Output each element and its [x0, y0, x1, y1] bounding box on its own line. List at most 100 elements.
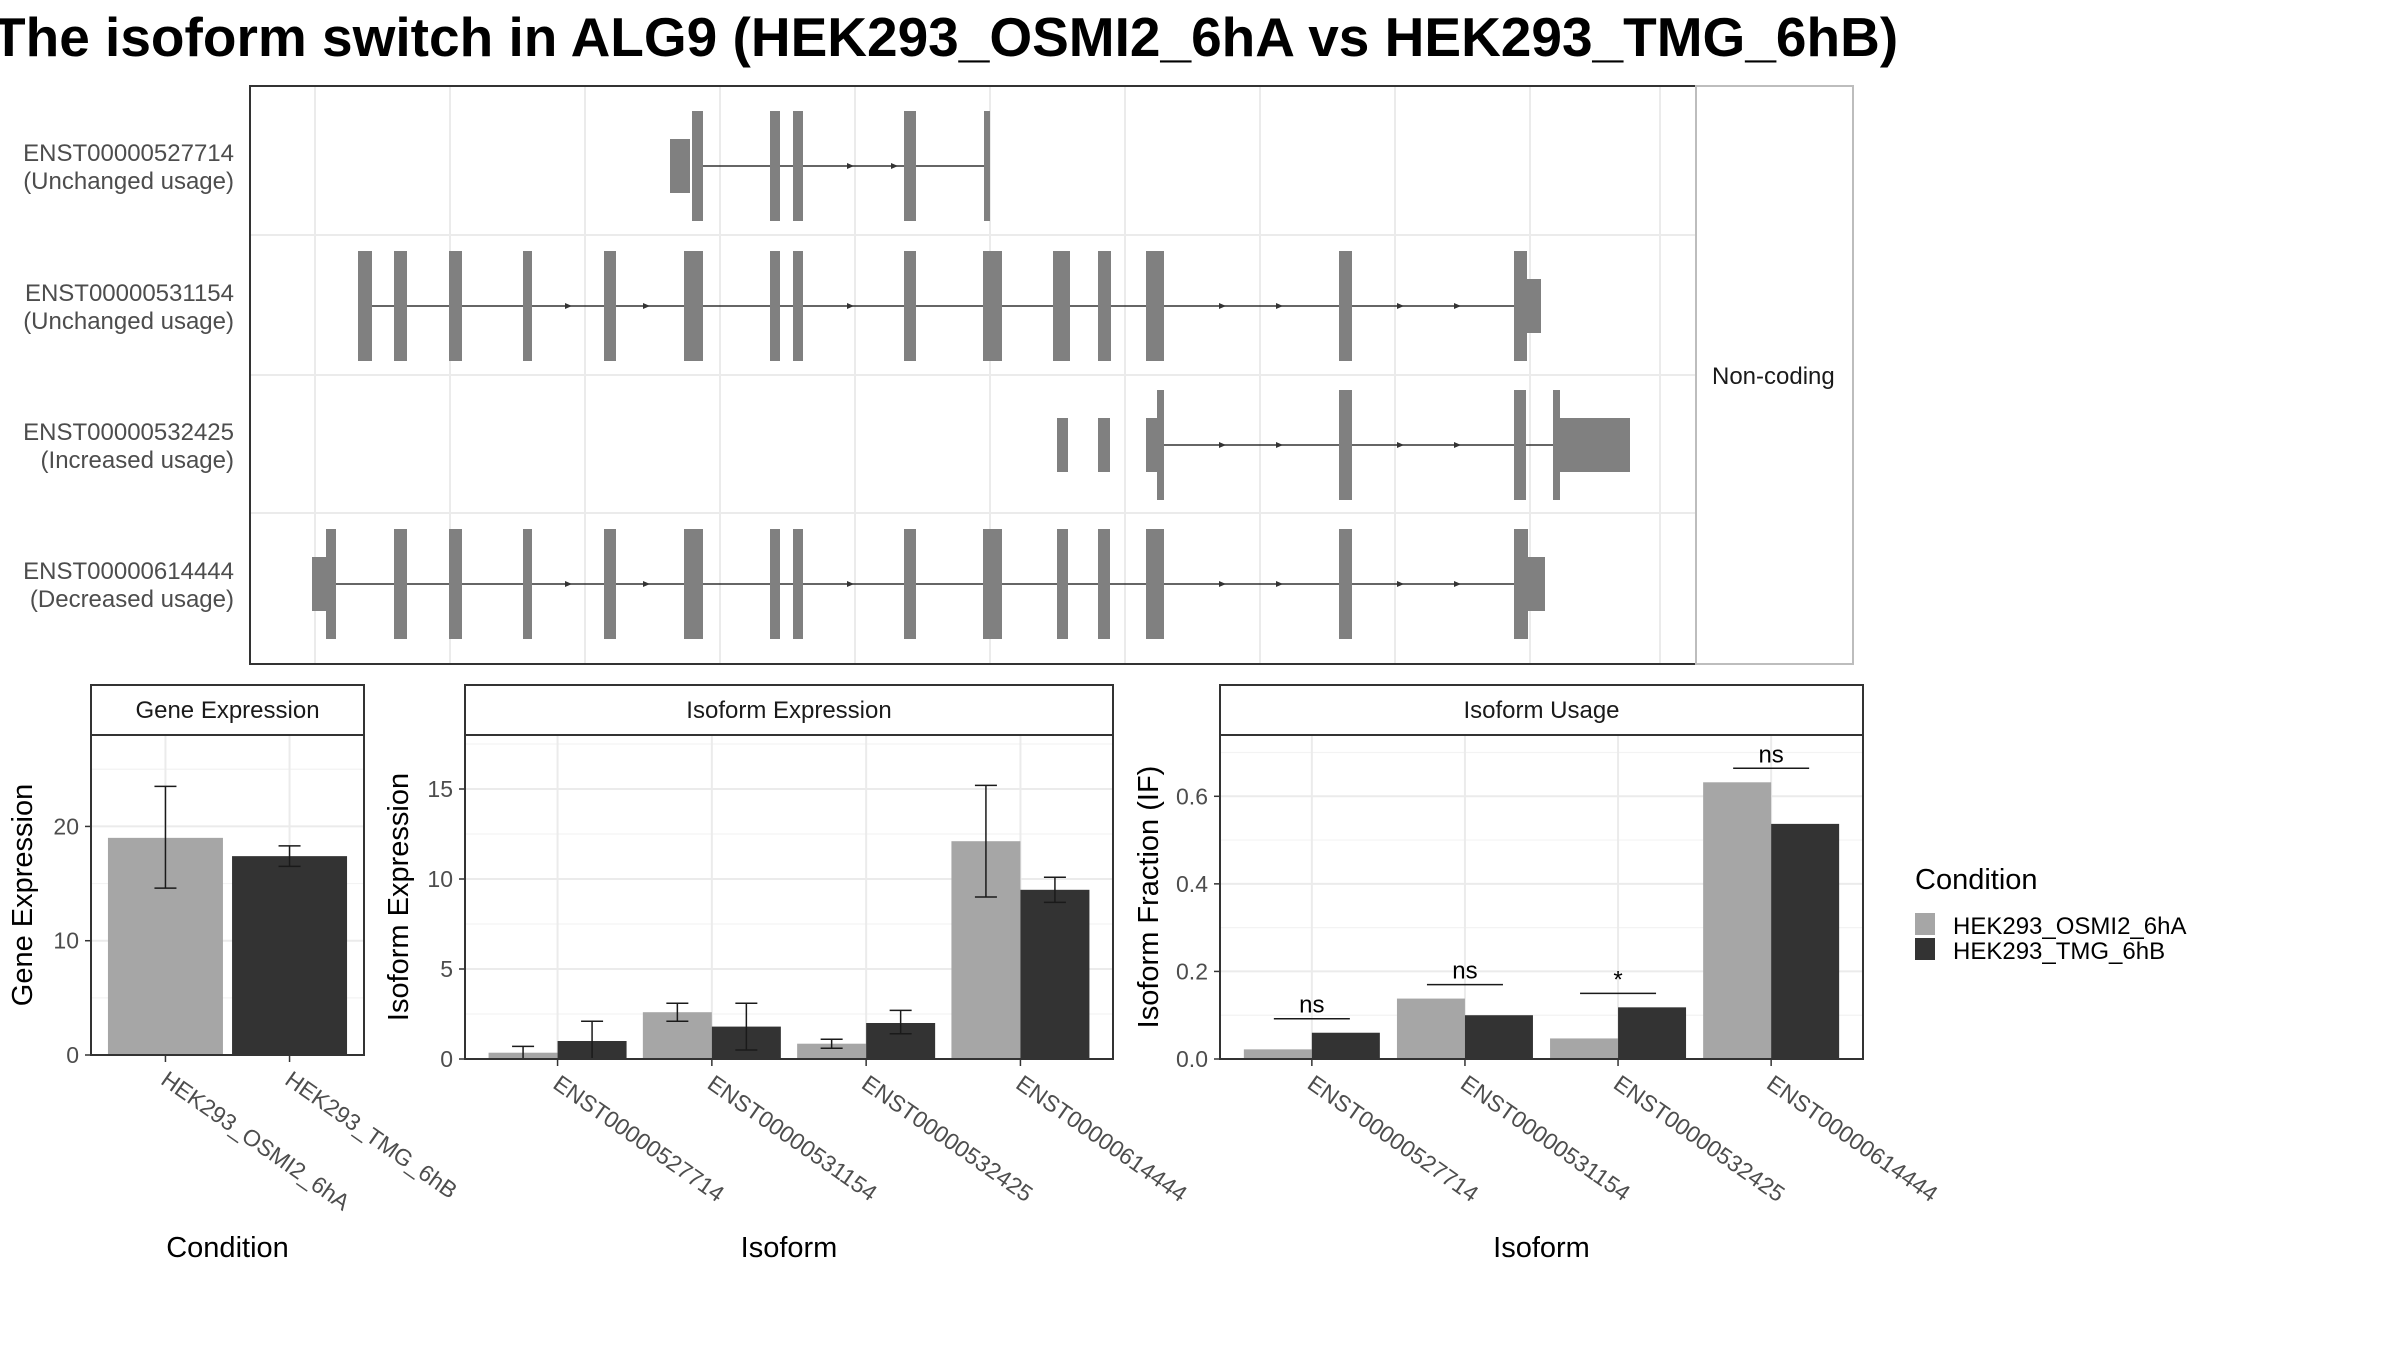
isoform-expression-panel: Isoform Expression051015ENST00000527714E… [383, 684, 1193, 1264]
exon-block [523, 529, 532, 639]
utr-block [670, 139, 690, 193]
data-bar [232, 856, 348, 1055]
exon-block [1339, 251, 1352, 361]
exon-block [449, 529, 462, 639]
data-bar [1703, 782, 1772, 1059]
exon-block [983, 251, 1002, 361]
transcript-track [358, 251, 1541, 361]
utr-block [1057, 418, 1068, 472]
y-axis-title: Isoform Expression [383, 773, 415, 1021]
y-tick-label: 0.4 [1176, 871, 1208, 897]
exon-block [1157, 390, 1164, 500]
exon-block [1553, 390, 1560, 500]
direction-arrow [891, 163, 898, 169]
direction-arrow [1219, 303, 1226, 309]
x-tick-label: ENST00000614444 [1762, 1070, 1943, 1207]
legend-title: Condition [1915, 864, 2038, 896]
legend-label-a: HEK293_OSMI2_6hA [1953, 913, 2186, 940]
exon-block [1339, 390, 1352, 500]
x-axis-title: Isoform [1493, 1232, 1590, 1264]
exon-block [1053, 251, 1070, 361]
exon-block [904, 111, 916, 221]
legend-key-b [1915, 938, 1935, 960]
y-tick-label: 0.0 [1176, 1046, 1208, 1072]
exon-block [394, 529, 407, 639]
panel-strip-label: Gene Expression [135, 697, 319, 724]
x-tick-label: ENST00000531154 [703, 1070, 882, 1206]
transcript-track [1057, 390, 1630, 500]
data-bar [1243, 1049, 1312, 1059]
y-axis-title: Isoform Fraction (IF) [1133, 766, 1165, 1029]
x-tick-label: ENST00000614444 [1012, 1070, 1193, 1207]
data-bar [1396, 998, 1465, 1059]
legend-label-b: HEK293_TMG_6hB [1953, 938, 2165, 965]
exon-block [793, 529, 803, 639]
transcript-id-label: ENST00000614444 [23, 558, 234, 585]
direction-arrow [1397, 303, 1404, 309]
significance-label: ns [1299, 992, 1324, 1019]
y-tick-label: 20 [53, 813, 79, 839]
exon-block [1339, 529, 1352, 639]
direction-arrow [1276, 442, 1283, 448]
y-tick-label: 10 [427, 866, 453, 892]
significance-label: ns [1758, 741, 1783, 768]
direction-arrow [1397, 581, 1404, 587]
exon-block [692, 251, 703, 361]
panel-strip-label: Isoform Expression [686, 697, 891, 724]
utr-block [312, 557, 326, 611]
panel-strip-label: Isoform Usage [1463, 697, 1619, 724]
exon-block [358, 251, 372, 361]
structure-strip [1695, 85, 1854, 665]
exon-block [793, 251, 803, 361]
direction-arrow [1276, 303, 1283, 309]
plot-border [90, 734, 365, 1056]
data-bar [797, 1043, 867, 1059]
x-tick-label: ENST00000527714 [549, 1070, 730, 1207]
exon-block [770, 111, 780, 221]
exon-block [1098, 529, 1110, 639]
exon-block [1146, 251, 1164, 361]
direction-arrow [847, 581, 854, 587]
direction-arrow [1397, 442, 1404, 448]
transcript-track [670, 111, 990, 221]
exon-block [449, 251, 462, 361]
exon-block [604, 251, 616, 361]
exon-block [684, 251, 692, 361]
x-axis-title: Condition [166, 1232, 289, 1264]
data-bar [1464, 1015, 1533, 1059]
direction-arrow [1276, 581, 1283, 587]
exon-block [394, 251, 407, 361]
figure-title: The isoform switch in ALG9 (HEK293_OSMI2… [0, 6, 1898, 68]
direction-arrow [1219, 442, 1226, 448]
plot-border [1219, 734, 1864, 1060]
direction-arrow [1454, 442, 1461, 448]
y-tick-label: 0 [66, 1042, 79, 1068]
exon-block [904, 251, 916, 361]
exon-block [1514, 529, 1528, 639]
exon-block [904, 529, 916, 639]
direction-arrow [1219, 581, 1226, 587]
exon-block [984, 111, 990, 221]
data-bar [1020, 889, 1090, 1059]
exon-block [1514, 251, 1527, 361]
transcript-status-label: (Unchanged usage) [23, 308, 234, 335]
transcript-status-label: (Unchanged usage) [23, 168, 234, 195]
exon-block [793, 111, 803, 221]
exon-block [770, 529, 780, 639]
legend-key-a [1915, 913, 1935, 935]
plot-border [464, 734, 1114, 1060]
data-bar [1618, 1007, 1687, 1059]
exon-block [326, 529, 336, 639]
y-tick-label: 5 [440, 956, 453, 982]
direction-arrow [1454, 581, 1461, 587]
y-tick-label: 0.2 [1176, 958, 1208, 984]
y-tick-label: 10 [53, 928, 79, 954]
data-bar [1550, 1038, 1619, 1059]
direction-arrow [565, 581, 572, 587]
direction-arrow [847, 163, 854, 169]
utr-block [1525, 279, 1541, 333]
utr-block [1098, 418, 1110, 472]
condition-legend: Condition HEK293_OSMI2_6hA HEK293_TMG_6h… [1915, 864, 2186, 965]
exon-block [770, 251, 780, 361]
